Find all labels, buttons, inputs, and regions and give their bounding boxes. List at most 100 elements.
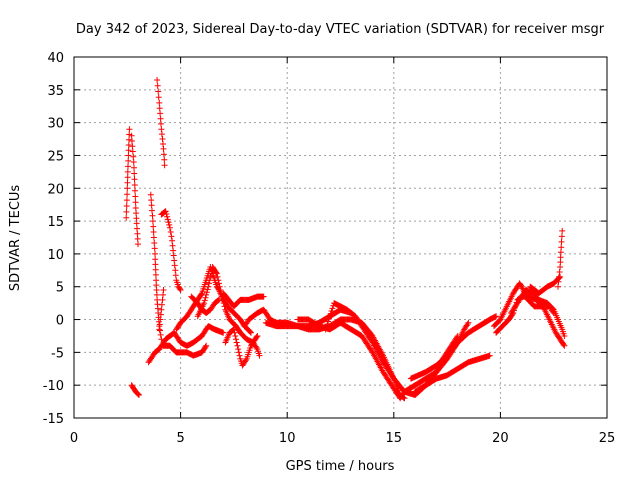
data-point xyxy=(166,224,173,231)
data-point xyxy=(464,321,471,328)
data-point xyxy=(167,229,174,235)
data-point xyxy=(133,210,140,217)
data-point xyxy=(465,319,472,326)
x-tick-label: 15 xyxy=(386,431,403,446)
data-point xyxy=(560,341,567,348)
data-point xyxy=(260,293,267,300)
data-point xyxy=(160,151,167,158)
data-point xyxy=(326,313,333,320)
data-point xyxy=(151,240,158,246)
data-point xyxy=(221,303,228,310)
data-point xyxy=(207,273,214,280)
data-point xyxy=(170,247,177,254)
data-point xyxy=(556,273,562,280)
data-point xyxy=(219,296,226,303)
x-tick-label: 10 xyxy=(279,431,296,446)
data-point xyxy=(236,352,243,359)
y-tick-label: 35 xyxy=(47,84,64,99)
data-point xyxy=(162,208,169,215)
y-tick-label: -5 xyxy=(51,346,64,361)
data-point xyxy=(214,273,221,280)
data-point xyxy=(253,344,260,351)
data-point xyxy=(132,205,139,211)
data-point xyxy=(124,168,131,175)
data-point xyxy=(160,287,167,293)
y-tick-label: 5 xyxy=(56,281,64,296)
data-point xyxy=(125,163,131,170)
data-point xyxy=(248,329,254,336)
data-point xyxy=(124,191,131,198)
data-point xyxy=(135,241,141,248)
data-point xyxy=(123,197,130,204)
data-point xyxy=(136,392,142,398)
data-point xyxy=(165,219,172,226)
data-point xyxy=(177,287,184,293)
data-point xyxy=(256,352,263,359)
data-point xyxy=(126,136,132,143)
data-point xyxy=(205,283,212,290)
x-tick-label: 5 xyxy=(176,431,184,446)
data-point xyxy=(161,156,168,163)
data-point xyxy=(161,162,168,169)
data-point xyxy=(558,233,565,240)
data-point xyxy=(158,301,165,308)
data-point xyxy=(559,227,566,234)
data-point xyxy=(154,77,161,83)
data-point xyxy=(130,153,137,160)
y-tick-label: 40 xyxy=(47,51,64,66)
data-point xyxy=(235,349,242,356)
data-point xyxy=(152,271,159,278)
data-point xyxy=(149,218,156,225)
data-point xyxy=(324,321,331,328)
data-point xyxy=(232,333,239,339)
data-point xyxy=(133,215,140,222)
data-point xyxy=(128,132,135,139)
y-tick-label: 25 xyxy=(47,149,64,164)
data-point xyxy=(561,342,568,349)
data-point xyxy=(254,333,261,339)
data-point xyxy=(129,138,135,144)
data-point xyxy=(163,211,170,217)
data-point xyxy=(125,142,132,148)
data-point xyxy=(129,148,136,155)
data-point xyxy=(493,313,500,320)
data-point xyxy=(216,283,223,290)
y-tick-label: 15 xyxy=(47,215,64,230)
data-point xyxy=(124,174,131,181)
data-point xyxy=(151,245,158,252)
data-point xyxy=(201,297,208,304)
data-point xyxy=(164,216,171,223)
data-point xyxy=(132,193,139,200)
data-point xyxy=(234,342,241,349)
data-point xyxy=(558,244,565,251)
data-point xyxy=(220,329,227,336)
data-point xyxy=(242,357,249,364)
data-point xyxy=(147,191,154,198)
data-point xyxy=(152,266,159,273)
data-point xyxy=(168,233,175,240)
data-point xyxy=(247,328,254,335)
data-point xyxy=(158,120,164,127)
data-point xyxy=(123,203,130,209)
data-point xyxy=(152,256,159,263)
data-point xyxy=(154,82,161,89)
data-point xyxy=(150,229,157,235)
data-point xyxy=(150,234,157,241)
data-point xyxy=(148,202,155,209)
data-point xyxy=(164,213,171,220)
data-point xyxy=(157,115,164,122)
data-point xyxy=(326,315,332,322)
chart-title: Day 342 of 2023, Sidereal Day-to-day VTE… xyxy=(76,22,605,37)
data-point xyxy=(203,291,210,298)
data-point xyxy=(156,105,163,112)
data-points xyxy=(123,77,568,402)
data-point xyxy=(125,157,132,164)
y-axis-tick-labels: -15 -10 -5 0 5 10 15 20 25 30 35 40 xyxy=(43,51,64,427)
data-point xyxy=(152,261,159,268)
data-point xyxy=(453,334,460,341)
data-point xyxy=(253,334,260,340)
data-point xyxy=(171,262,178,269)
data-point xyxy=(166,221,173,228)
data-point xyxy=(203,289,210,296)
